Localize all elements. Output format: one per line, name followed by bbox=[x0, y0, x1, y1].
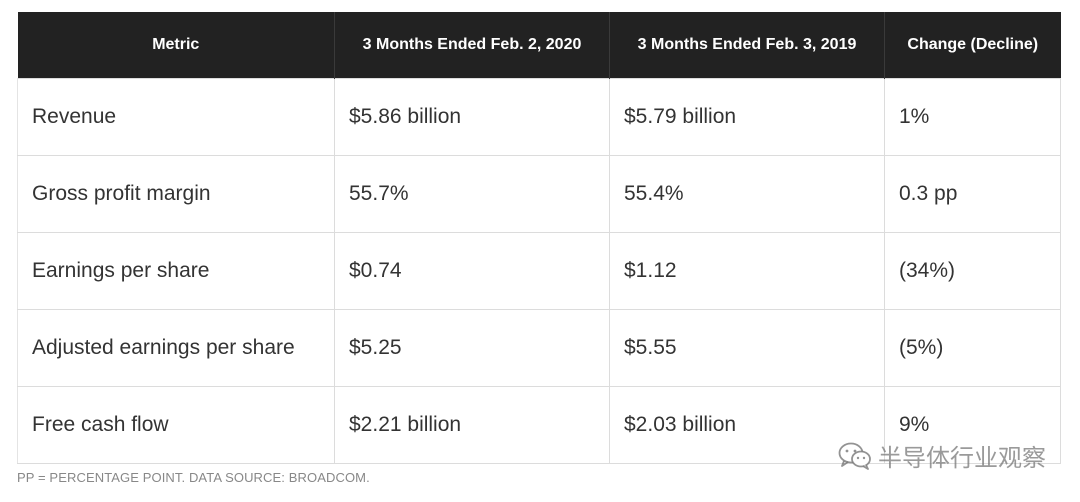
table-row: Gross profit margin 55.7% 55.4% 0.3 pp bbox=[17, 155, 1061, 233]
table-row: Earnings per share $0.74 $1.12 (34%) bbox=[17, 232, 1061, 310]
table-row: Adjusted earnings per share $5.25 $5.55 … bbox=[17, 309, 1061, 387]
cell-metric: Earnings per share bbox=[17, 232, 335, 310]
table-row: Free cash flow $2.21 billion $2.03 billi… bbox=[17, 386, 1061, 464]
cell-change: (5%) bbox=[884, 309, 1061, 387]
cell-change: 1% bbox=[884, 78, 1061, 156]
financial-table-container: Metric 3 Months Ended Feb. 2, 2020 3 Mon… bbox=[17, 12, 1061, 464]
cell-2019: $5.55 bbox=[609, 309, 885, 387]
table-header: Metric 3 Months Ended Feb. 2, 2020 3 Mon… bbox=[17, 12, 1061, 79]
table-body: Revenue $5.86 billion $5.79 billion 1% G… bbox=[17, 78, 1061, 464]
cell-2019: $1.12 bbox=[609, 232, 885, 310]
header-row: Metric 3 Months Ended Feb. 2, 2020 3 Mon… bbox=[17, 12, 1061, 79]
cell-2020: $5.25 bbox=[334, 309, 610, 387]
cell-2019: 55.4% bbox=[609, 155, 885, 233]
cell-2020: $0.74 bbox=[334, 232, 610, 310]
cell-2020: $2.21 billion bbox=[334, 386, 610, 464]
cell-2019: $5.79 billion bbox=[609, 78, 885, 156]
table-row: Revenue $5.86 billion $5.79 billion 1% bbox=[17, 78, 1061, 156]
cell-metric: Gross profit margin bbox=[17, 155, 335, 233]
watermark-text: 半导体行业观察 bbox=[878, 444, 1046, 472]
cell-metric: Revenue bbox=[17, 78, 335, 156]
cell-change: 9% bbox=[884, 386, 1061, 464]
cell-metric: Free cash flow bbox=[17, 386, 335, 464]
column-header-2020: 3 Months Ended Feb. 2, 2020 bbox=[334, 12, 610, 79]
column-header-metric: Metric bbox=[17, 12, 335, 79]
cell-2020: 55.7% bbox=[334, 155, 610, 233]
financial-results-table: Metric 3 Months Ended Feb. 2, 2020 3 Mon… bbox=[17, 12, 1061, 464]
cell-change: (34%) bbox=[884, 232, 1061, 310]
column-header-change: Change (Decline) bbox=[884, 12, 1061, 79]
cell-change: 0.3 pp bbox=[884, 155, 1061, 233]
wechat-icon bbox=[838, 442, 872, 470]
cell-2020: $5.86 billion bbox=[334, 78, 610, 156]
cell-metric: Adjusted earnings per share bbox=[17, 309, 335, 387]
watermark: 半导体行业观察 bbox=[838, 438, 1046, 473]
column-header-2019: 3 Months Ended Feb. 3, 2019 bbox=[609, 12, 885, 79]
data-source-footnote: PP = PERCENTAGE POINT. DATA SOURCE: BROA… bbox=[17, 470, 370, 485]
